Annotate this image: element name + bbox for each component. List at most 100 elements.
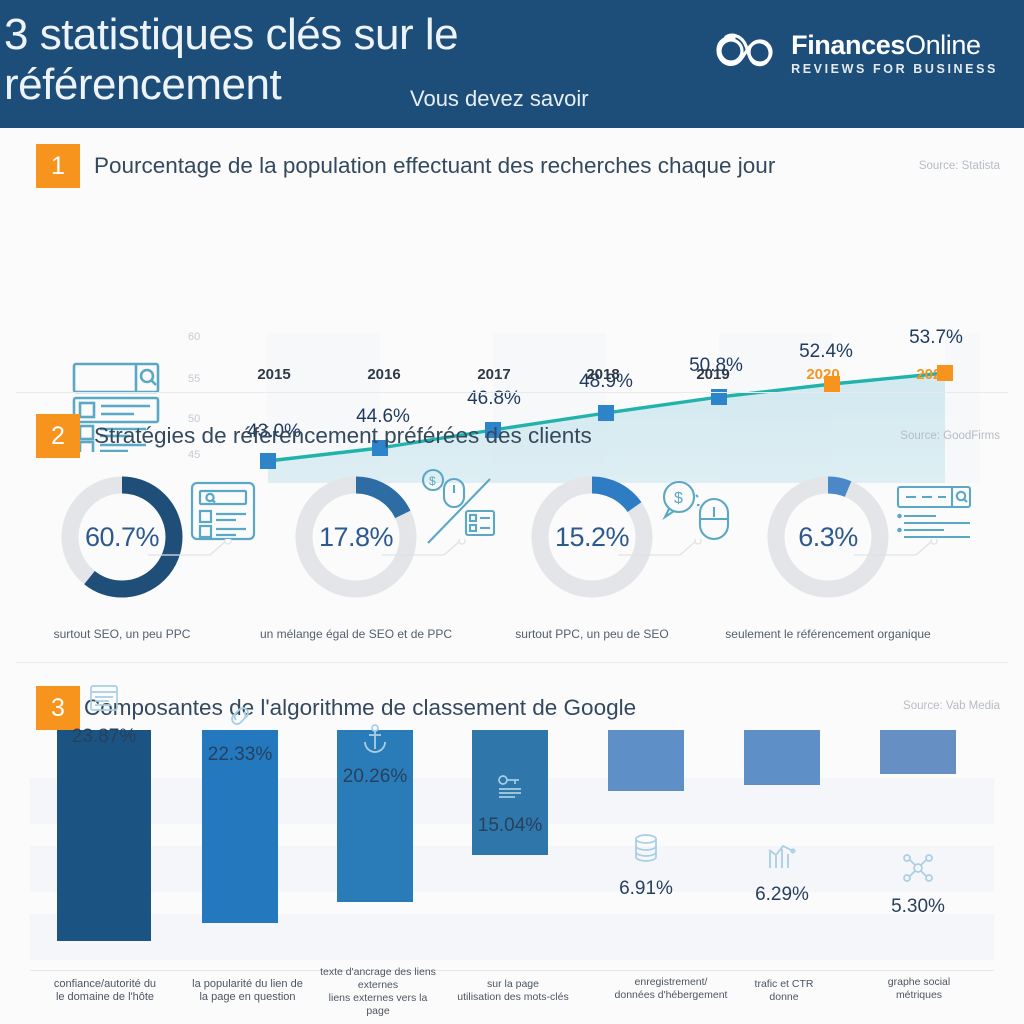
connector-line-3 bbox=[618, 539, 702, 556]
section-1-heading: 1 Pourcentage de la population effectuan… bbox=[36, 144, 775, 188]
section-2-title: Stratégies de référencement préférées de… bbox=[94, 423, 592, 448]
bar-value-2: 22.33% bbox=[207, 744, 273, 765]
section-1-line-chart: 1 Pourcentage de la population effectuan… bbox=[0, 128, 1024, 483]
section-3-source: Source: Vab Media bbox=[903, 700, 1000, 712]
bar-column-7: 5.30% bbox=[880, 730, 956, 970]
donut-caption-1: surtout SEO, un peu PPC bbox=[53, 627, 191, 641]
x-label-2021: 2021 bbox=[916, 366, 950, 383]
page-subtitle: Vous devez savoir bbox=[410, 86, 589, 111]
section-3-heading: 3 Composantes de l'algorithme de classem… bbox=[36, 686, 636, 730]
donut-value-3: 15.2% bbox=[554, 521, 630, 552]
bar-caption-4: sur la page utilisation des mots-clés bbox=[457, 978, 569, 1003]
donut-card-organic-only: 6.3% seulement le référencement organiqu… bbox=[700, 471, 956, 641]
donut-chart-4: 6.3% bbox=[762, 471, 894, 603]
search-list-icon bbox=[68, 356, 164, 457]
y-tick-45: 45 bbox=[188, 449, 201, 461]
svg-text:$: $ bbox=[674, 490, 683, 507]
section-3-title: Composantes de l'algorithme de classemen… bbox=[84, 695, 637, 720]
line-chart-plot: 60 55 50 45 bbox=[188, 327, 980, 483]
x-label-2016: 2016 bbox=[367, 366, 401, 383]
bar-caption-2: la popularité du lien de la page en ques… bbox=[192, 978, 303, 1003]
bar-column-3: 20.26% bbox=[337, 724, 413, 970]
logo-name-bold: Finances bbox=[791, 29, 905, 60]
donut-card-seo-mostly: 60.7% surtout SEO, un peu PPC bbox=[0, 471, 250, 641]
bar-value-3: 20.26% bbox=[342, 766, 408, 787]
donut-value-1: 60.7% bbox=[84, 521, 160, 552]
donut-chart-3: 15.2% bbox=[526, 471, 658, 603]
x-label-2018: 2018 bbox=[586, 366, 620, 383]
link-chain-icon bbox=[225, 701, 255, 736]
x-label-2019: 2019 bbox=[696, 366, 730, 383]
donut-caption-2: un mélange égal de SEO et de PPC bbox=[259, 627, 453, 641]
line-chart-x-axis: 2015 2016 2017 2018 2019 2020 2021 bbox=[188, 366, 980, 390]
bar-value-7: 5.30% bbox=[891, 896, 945, 917]
bar-caption-6: trafic et CTR donne bbox=[754, 978, 814, 1003]
section-1-number: 1 bbox=[36, 144, 80, 188]
logo-tagline: REVIEWS FOR BUSINESS bbox=[791, 61, 998, 76]
section-2-donuts: 2 Stratégies de référencement préférées … bbox=[0, 396, 1024, 668]
bar-caption-5: enregistrement/ données d'hébergement bbox=[614, 976, 728, 1001]
section-3-number: 3 bbox=[36, 686, 80, 730]
bar-value-5: 6.91% bbox=[619, 878, 673, 899]
bar-column-1: 23.87% bbox=[57, 685, 151, 970]
section-2-heading: 2 Stratégies de référencement préférées … bbox=[36, 414, 592, 458]
analytics-chart-icon bbox=[767, 841, 797, 876]
anchor-icon bbox=[361, 723, 389, 758]
line-point-label-2021: 53.7% bbox=[909, 327, 963, 348]
y-tick-55: 55 bbox=[188, 373, 201, 385]
line-point-label-2016: 44.6% bbox=[356, 406, 410, 427]
webpage-doc-icon bbox=[89, 683, 119, 718]
bar-chart-plot: 23.87% 22.33% bbox=[0, 685, 1024, 970]
connector-line-2 bbox=[382, 539, 466, 556]
page-header: 3 statistiques clés sur le référencement… bbox=[0, 0, 1024, 128]
ppc-mouse-dollar-icon: $ bbox=[660, 479, 736, 556]
organic-listing-icon bbox=[896, 485, 972, 550]
bar-chart-baseline bbox=[30, 970, 994, 971]
x-label-2017: 2017 bbox=[477, 366, 511, 383]
section-3-bar-chart: 3 Composantes de l'algorithme de classem… bbox=[0, 668, 1024, 1024]
connector-line-1 bbox=[148, 539, 232, 556]
y-tick-60: 60 bbox=[188, 331, 201, 343]
section-1-source: Source: Statista bbox=[918, 160, 1000, 172]
line-series-svg bbox=[260, 365, 953, 483]
y-tick-50: 50 bbox=[188, 413, 201, 425]
bar-column-2: 22.33% bbox=[202, 707, 278, 970]
connector-line-4 bbox=[854, 539, 938, 556]
donut-card-equal-mix: 17.8% un mélange égal de SEO et de PPC bbox=[228, 471, 484, 641]
donut-caption-4: seulement le référencement organique bbox=[725, 627, 931, 641]
bar-column-6: 6.29% bbox=[744, 730, 820, 970]
bar-column-5: 6.91% bbox=[608, 730, 684, 970]
section-2-number: 2 bbox=[36, 414, 80, 458]
social-graph-icon bbox=[902, 853, 934, 888]
section-2-source: Source: GoodFirms bbox=[900, 430, 1000, 442]
section-1-title: Pourcentage de la population effectuant … bbox=[94, 153, 776, 178]
logo-name-thin: Online bbox=[904, 29, 981, 60]
line-point-label-2015: 43.0% bbox=[247, 421, 301, 442]
donut-value-2: 17.8% bbox=[318, 521, 394, 552]
bar-caption-7: graphe social métriques bbox=[887, 976, 951, 1001]
bar-value-4: 15.04% bbox=[477, 815, 543, 836]
line-point-label-2018: 48.9% bbox=[579, 371, 633, 392]
key-page-icon bbox=[495, 772, 525, 807]
search-results-icon bbox=[190, 481, 256, 546]
donut-value-4: 6.3% bbox=[798, 521, 858, 552]
section-divider-2 bbox=[16, 662, 1008, 663]
donut-caption-3: surtout PPC, un peu de SEO bbox=[515, 627, 669, 641]
mouse-click-cost-icon: $ bbox=[418, 467, 500, 554]
donut-card-ppc-mostly: 15.2% surtout PPC, un peu de SEO bbox=[464, 471, 720, 641]
line-point-label-2020: 52.4% bbox=[799, 341, 853, 362]
brand-logo: FinancesOnline REVIEWS FOR BUSINESS bbox=[714, 30, 998, 76]
line-point-label-2019: 50.8% bbox=[689, 355, 743, 376]
bar-value-6: 6.29% bbox=[755, 884, 809, 905]
bar-caption-3: texte d'ancrage des liens externes liens… bbox=[320, 966, 436, 1017]
database-icon bbox=[632, 833, 660, 870]
page-title: 3 statistiques clés sur le référencement bbox=[4, 10, 459, 109]
x-label-2015: 2015 bbox=[257, 366, 291, 383]
svg-text:$: $ bbox=[429, 474, 436, 488]
section-divider-1 bbox=[16, 392, 1008, 393]
donut-chart-1: 60.7% bbox=[56, 471, 188, 603]
infinity-cloud-logo-icon bbox=[714, 30, 778, 76]
bar-caption-1: confiance/autorité du le domaine de l'hô… bbox=[53, 978, 157, 1003]
bar-column-4: 15.04% bbox=[472, 730, 548, 970]
